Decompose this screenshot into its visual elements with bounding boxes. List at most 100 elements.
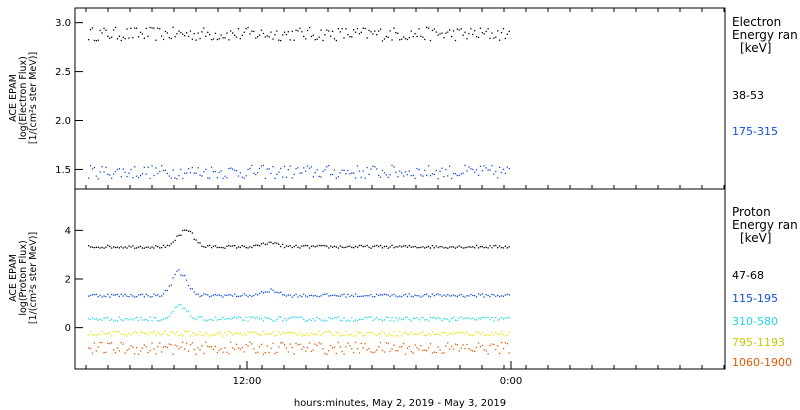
- data-point: [99, 333, 101, 336]
- data-point: [433, 351, 435, 353]
- data-point: [349, 345, 351, 347]
- data-point: [201, 334, 203, 336]
- data-point: [124, 352, 126, 354]
- data-point: [305, 295, 307, 297]
- data-point: [493, 294, 495, 296]
- data-point: [180, 168, 182, 170]
- data-point: [322, 293, 324, 296]
- data-point: [487, 294, 489, 297]
- data-point: [331, 173, 334, 176]
- data-point: [424, 334, 426, 337]
- proton-y-tick-label: 4: [65, 226, 71, 237]
- data-point: [122, 343, 124, 345]
- data-point: [364, 316, 366, 319]
- data-point: [166, 244, 168, 247]
- data-point: [258, 346, 261, 348]
- data-point: [414, 317, 416, 320]
- data-point: [500, 171, 503, 174]
- data-point: [408, 245, 410, 247]
- data-point: [203, 171, 205, 173]
- data-point: [260, 317, 263, 320]
- data-point: [159, 342, 161, 344]
- data-point: [199, 174, 201, 176]
- data-point: [253, 348, 255, 350]
- data-point: [345, 28, 347, 30]
- data-point: [464, 247, 466, 249]
- data-point: [166, 32, 168, 34]
- data-point: [243, 333, 245, 335]
- data-point: [170, 331, 172, 333]
- data-point: [310, 332, 313, 334]
- data-point: [191, 342, 193, 344]
- data-point: [429, 175, 432, 177]
- proton-y-label: ACE EPAM log(Proton Flux) [1/(cm²s ster …: [8, 232, 39, 324]
- data-point: [99, 342, 101, 344]
- data-point: [318, 175, 320, 178]
- data-point: [376, 34, 378, 36]
- data-point: [437, 34, 439, 36]
- data-point: [147, 295, 149, 297]
- data-point: [330, 245, 332, 247]
- data-point: [401, 335, 403, 337]
- data-point: [180, 274, 182, 276]
- data-point: [282, 342, 284, 344]
- data-point: [366, 295, 368, 297]
- data-point: [89, 246, 92, 248]
- data-point: [205, 332, 207, 334]
- data-point: [214, 293, 217, 296]
- data-point: [341, 320, 343, 322]
- data-point: [287, 245, 289, 248]
- data-point: [118, 35, 120, 37]
- data-point: [372, 33, 374, 35]
- data-point: [182, 177, 184, 180]
- data-point: [295, 342, 297, 344]
- data-point: [268, 241, 270, 243]
- data-point: [372, 296, 374, 298]
- data-point: [393, 293, 395, 295]
- data-point: [445, 345, 447, 347]
- data-point: [368, 173, 370, 175]
- data-point: [354, 341, 357, 344]
- data-point: [193, 33, 195, 35]
- data-point: [376, 335, 378, 337]
- data-point: [253, 172, 255, 174]
- data-point: [109, 343, 111, 345]
- data-point: [95, 293, 97, 296]
- data-point: [174, 333, 176, 335]
- data-point: [139, 174, 142, 177]
- data-point: [324, 34, 326, 36]
- data-point: [316, 316, 318, 318]
- data-point: [255, 37, 257, 39]
- data-point: [161, 319, 163, 321]
- data-point: [126, 28, 128, 30]
- data-point: [379, 28, 382, 30]
- data-point: [103, 332, 105, 335]
- data-point: [426, 293, 428, 295]
- data-point: [113, 173, 115, 175]
- data-point: [324, 169, 326, 171]
- data-point: [366, 37, 368, 39]
- data-point: [481, 246, 483, 248]
- data-point: [268, 332, 270, 335]
- data-point: [339, 172, 341, 174]
- data-point: [230, 294, 232, 296]
- data-point: [422, 349, 424, 352]
- data-point: [130, 246, 132, 248]
- data-point: [427, 320, 430, 322]
- data-point: [495, 244, 497, 247]
- data-point: [207, 319, 209, 321]
- data-point: [164, 246, 167, 248]
- data-point: [168, 37, 170, 39]
- data-point: [331, 347, 334, 349]
- data-point: [134, 296, 136, 298]
- data-point: [209, 244, 211, 247]
- data-point: [260, 165, 263, 167]
- data-point: [370, 316, 372, 318]
- data-point: [147, 35, 149, 37]
- data-point: [197, 334, 199, 336]
- data-point: [481, 170, 483, 172]
- data-point: [134, 317, 136, 319]
- data-point: [182, 275, 184, 277]
- data-point: [151, 27, 153, 29]
